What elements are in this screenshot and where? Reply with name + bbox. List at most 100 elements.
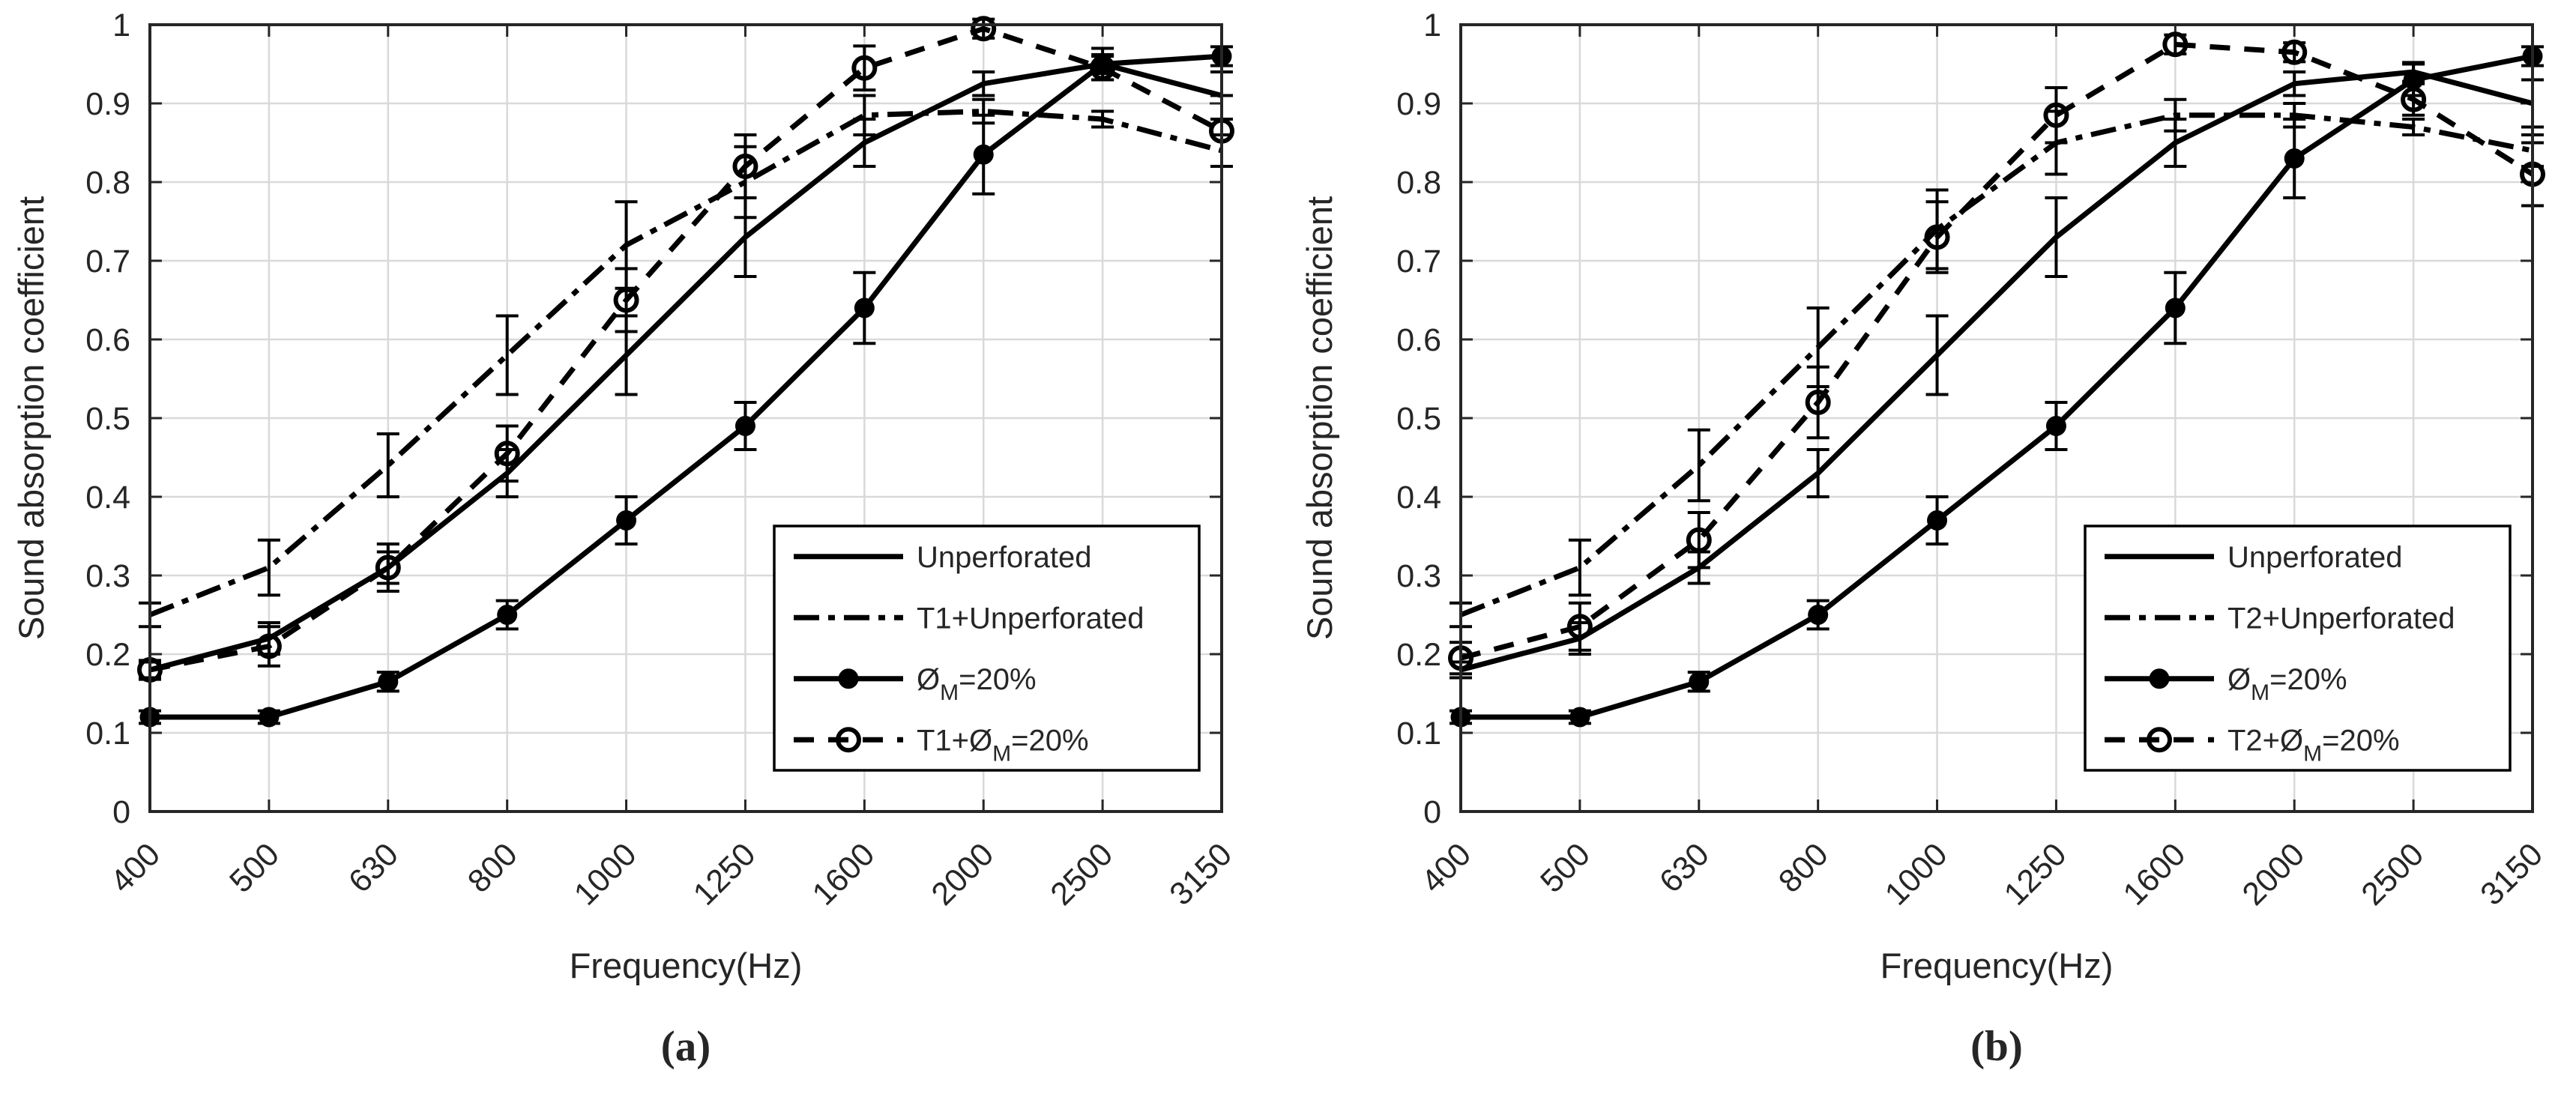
panel-a-legend-sample-marker-m-20	[838, 668, 859, 689]
panel-b-series-t2-m-20-marker-1600	[2162, 31, 2189, 58]
panel-a-series-m-20-marker-1250	[735, 416, 755, 436]
panel-b-series-t2-m-20-marker-630	[1686, 527, 1712, 553]
panel-a-x-tick-label-1000: 1000	[567, 836, 644, 913]
panel-b-x-tick-label-500: 500	[1533, 836, 1597, 900]
panel-a-series-m-20-line	[150, 53, 1222, 720]
panel-a-legend-item-t1-m-20: T1+ØM=20%	[794, 724, 1089, 766]
panel-b-legend-label-segment: Unperforated	[2227, 541, 2402, 574]
panel-b-series-m-20	[1450, 45, 2544, 728]
panel-b-y-tick-labels: 0 0.1 0.2 0.3 0.4 0.5 0.6 0.7 0.8 0.9 1	[1396, 7, 1441, 830]
panel-b-y-tick-label-0.2: 0.2	[1396, 637, 1441, 673]
panel-b-series-t2-m-20-marker-2500	[2401, 86, 2427, 112]
panel-b-series-m-20-markers	[1450, 46, 2543, 728]
panel-a-series-m-20-marker-800	[497, 605, 518, 625]
panel-b-y-axis-label: Sound absorption coefficient	[1300, 196, 1339, 640]
panel-b-series-t2-m-20-marker-1000	[1924, 224, 1950, 250]
panel-a-y-tick-label-0.1: 0.1	[85, 716, 130, 752]
panel-b-legend-label-t2-unperforated: T2+Unperforated	[2227, 602, 2455, 635]
panel-a-series-t1-m-20-line	[149, 25, 1223, 673]
panel-a-legend-label-m-20: ØM=20%	[917, 663, 1037, 705]
panel-b-legend-item-t2-unperforated: T2+Unperforated	[2105, 602, 2455, 635]
panel-a-series-t1-m-20-marker-1600	[851, 55, 878, 81]
panel-b-series-m-20-marker-500	[1569, 707, 1590, 728]
panel-a-legend-item-unperforated: Unperforated	[794, 541, 1091, 574]
panel-a-plot-border	[148, 23, 1223, 813]
panel-a-series-t1-unperforated-error-bar-800	[495, 314, 519, 396]
panel-a-legend-label-segment: Ø	[917, 663, 940, 696]
panel-a-series-t1-unperforated-error-bar-1600	[853, 94, 876, 136]
panel-b-y-tick-label-1: 1	[1423, 7, 1441, 43]
panel-b-y-tick-label-0.4: 0.4	[1396, 480, 1441, 516]
panel-a-legend-label-segment: T1+Unperforated	[917, 602, 1144, 635]
panel-a-y-tick-label-0.8: 0.8	[85, 165, 130, 201]
panel-a-legend-label-segment: =20%	[1011, 724, 1088, 757]
panel-b-legend-sample-marker-t2-m-20	[2147, 727, 2172, 753]
panel-b-x-tick-label-630: 630	[1653, 836, 1716, 900]
panel-b-series-m-20-marker-2000	[2284, 148, 2305, 169]
panel-a-legend: UnperforatedT1+UnperforatedØM=20%T1+ØM=2…	[773, 525, 1201, 772]
panel-b-series-t2-m-20-error-bar-630	[1687, 511, 1710, 569]
panel-b-y-tick-label-0: 0	[1423, 794, 1441, 830]
panel-a-y-tick-label-0.6: 0.6	[85, 322, 130, 358]
panel-a-legend-label-segment: T1+Ø	[917, 724, 992, 757]
panel-a-series-t1-unperforated-error-bar-630	[376, 432, 399, 498]
panel-b: 0 0.1 0.2 0.3 0.4 0.5 0.6 0.7 0.8 0.9 1 400 500 630 80…	[1300, 7, 2550, 1070]
panel-a-x-tick-label-800: 800	[461, 836, 525, 900]
panel-a-legend-label-segment: Unperforated	[917, 541, 1091, 574]
panel-a-series-m-20-marker-1600	[854, 297, 875, 318]
panel-b-x-tick-label-3150: 3150	[2473, 836, 2550, 913]
panel-b-x-tick-label-800: 800	[1772, 836, 1836, 900]
panel-a-series-m-20-marker-2000	[973, 144, 994, 165]
panel-a-y-tick-label-0.4: 0.4	[85, 480, 130, 516]
panel-b-legend-label-t2-m-20: T2+ØM=20%	[2227, 724, 2400, 766]
panel-b-legend-label-segment: M	[2303, 741, 2322, 766]
panel-b-legend-item-m-20: ØM=20%	[2105, 663, 2347, 705]
panel-b-series-m-20-marker-630	[1689, 671, 1710, 692]
panel-a-y-tick-label-0: 0	[112, 794, 130, 830]
panel-a-series-t1-m-20-marker-800	[494, 441, 520, 467]
panel-b-legend-sample-marker-m-20	[2149, 668, 2170, 689]
panel-a-x-tick-label-500: 500	[223, 836, 286, 900]
panel-a-legend-sample-marker-t1-m-20	[836, 727, 861, 753]
panel-a-y-tick-label-0.3: 0.3	[85, 558, 130, 594]
panel-a-series-t1-m-20-marker-2000	[971, 16, 997, 42]
panel-a-series-t1-unperforated-error-bar-500	[257, 538, 280, 597]
panel-b-legend-label-segment: M	[2251, 680, 2269, 705]
panel-a-series-t1-unperforated-line	[148, 109, 1222, 617]
panel-a-legend-label-t1-unperforated: T1+Unperforated	[917, 602, 1144, 635]
panel-a-legend-label-unperforated: Unperforated	[917, 541, 1091, 574]
panel-b-x-tick-labels: 400 500 630 800 1000 1250 1600 2000 2500 3150	[1414, 836, 2550, 913]
panel-a-y-tick-label-0.5: 0.5	[85, 401, 130, 437]
panel-b-x-tick-label-1600: 1600	[2117, 836, 2193, 913]
panel-b-legend: UnperforatedT2+UnperforatedØM=20%T2+ØM=2…	[2084, 525, 2512, 772]
panel-a-series-t1-m-20-error-bar-630	[376, 543, 399, 593]
panel-b-series-m-20-marker-800	[1808, 605, 1829, 625]
panel-a-y-axis-label: Sound absorption coefficient	[11, 196, 51, 640]
panel-a-series-t1-m-20-marker-1250	[732, 154, 758, 179]
panel-b-legend-label-segment: T2+Unperforated	[2227, 602, 2455, 635]
panel-a-legend-label-segment: M	[940, 680, 959, 705]
panel-a-series-m-20-marker-500	[259, 707, 280, 728]
panel-a-sublabel: (a)	[661, 1023, 711, 1070]
panel-a-x-tick-label-3150: 3150	[1162, 836, 1239, 913]
panel-a-y-tick-label-1: 1	[112, 7, 130, 43]
panel-a-series-m-20-marker-630	[378, 671, 399, 692]
panel-b-series-t2-m-20-line	[1460, 41, 2534, 661]
panel-b-y-tick-label-0.3: 0.3	[1396, 558, 1441, 594]
panel-b-x-tick-label-1250: 1250	[1997, 836, 2074, 913]
panel-a-x-tick-label-1600: 1600	[806, 836, 882, 913]
panel-b-x-axis-label: Frequency(Hz)	[1880, 946, 2114, 985]
panel-a-x-tick-label-630: 630	[342, 836, 405, 900]
panel-a-x-tick-label-2500: 2500	[1044, 836, 1120, 913]
panel-b-legend-label-segment: Ø	[2227, 663, 2251, 696]
panel-b-legend-label-segment: =20%	[2269, 663, 2347, 696]
panel-b-y-tick-label-0.5: 0.5	[1396, 401, 1441, 437]
panel-b-series-m-20-marker-1250	[2045, 416, 2066, 436]
panel-a-series-t1-m-20-marker-1000	[613, 287, 639, 313]
panel-b-series-t2-m-20-marker-800	[1805, 390, 1831, 415]
panel-a-series-t1-m-20-marker-2500	[1090, 55, 1116, 81]
panel-b-sublabel: (b)	[1970, 1023, 2023, 1070]
panel-a-series-t1-m-20-marker-630	[375, 554, 401, 581]
